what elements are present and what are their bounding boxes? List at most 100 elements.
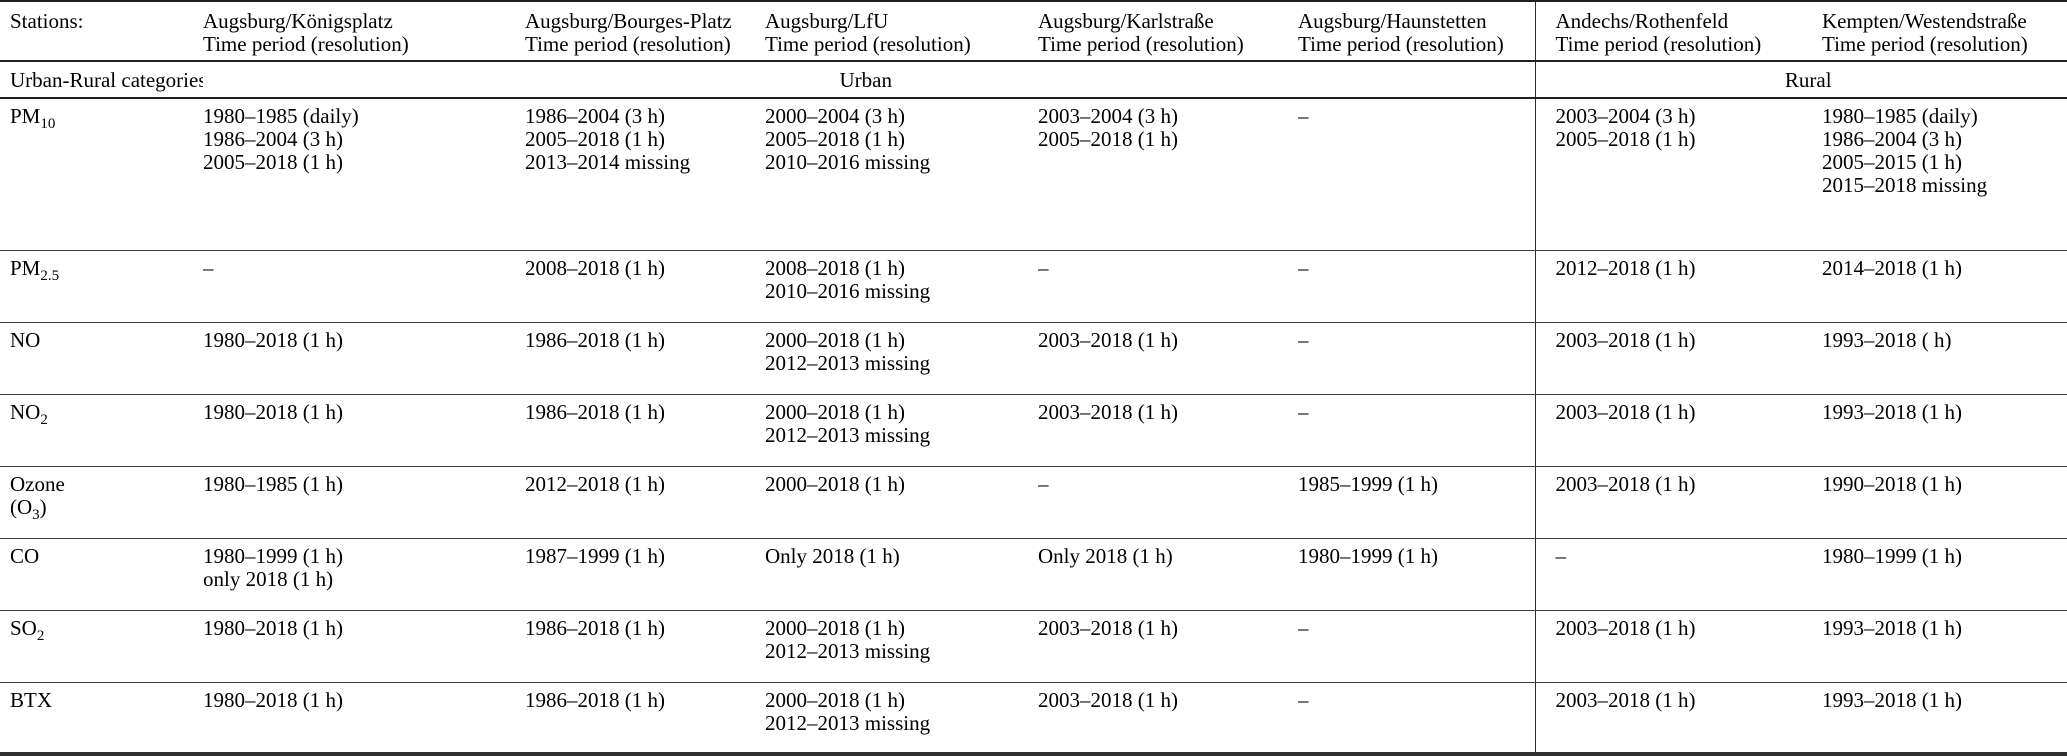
table-row-co: CO 1980–1999 (1 h) only 2018 (1 h) 1987–199… [0,538,2067,611]
station-name: Kempten/Westendstraße [1822,9,2027,33]
pollutant-label-no2: NO2 [0,394,203,467]
column-header-bourges-platz: Augsburg/Bourges-Platz Time period (reso… [525,1,765,62]
time-period-entry: 1993–2018 (1 h) [1822,615,1962,640]
time-period-entry: 2003–2018 (1 h) [1038,327,1178,352]
category-row: Urban-Rural categories: Urban Rural [0,61,2067,99]
stations-label: Stations: [0,1,203,62]
table-row-so2: SO2 1980–2018 (1 h) 1986–2018 (1 h) 2000–20… [0,610,2067,683]
cell-co-col6: – [1534,538,1802,611]
time-period-entry: 2000–2004 (3 h) [765,104,905,128]
cell-so2-col6: 2003–2018 (1 h) [1534,610,1802,683]
cell-no-col4: 2003–2018 (1 h) [1038,322,1298,395]
cell-no-col7: 1993–2018 ( h) [1802,322,2067,395]
cell-so2-col5: – [1298,610,1535,683]
cell-btx-col2: 1986–2018 (1 h) [525,682,765,754]
pollutant-label-so2: SO2 [0,610,203,683]
cell-no-col1: 1980–2018 (1 h) [203,322,525,395]
time-period-entry: 1986–2004 (3 h) [203,127,343,151]
time-period-entry: 2005–2015 (1 h) [1822,150,1962,174]
time-period-entry: – [1298,399,1309,424]
cell-pm10-col2: 1986–2004 (3 h) 2005–2018 (1 h) 2013–2014 … [525,98,765,251]
cell-no2-col2: 1986–2018 (1 h) [525,394,765,467]
time-period-entry: 2003–2018 (1 h) [1555,471,1696,496]
rural-category-cell: Rural [1534,61,2067,99]
time-period-entry: Only 2018 (1 h) [765,543,900,568]
cell-co-col7: 1980–1999 (1 h) [1802,538,2067,611]
time-period-entry: 1986–2018 (1 h) [525,327,665,352]
time-period-entry: 1986–2004 (3 h) [1822,127,1962,151]
cell-pm10-col3: 2000–2004 (3 h) 2005–2018 (1 h) 2010–2016 … [765,98,1038,251]
time-period-entry: 2000–2018 (1 h) [765,687,905,712]
time-period-entry: 1980–1985 (1 h) [203,471,343,496]
station-subtitle: Time period (resolution) [1822,32,2028,56]
cell-pm25-col5: – [1298,250,1535,323]
column-header-rothenfeld: Andechs/Rothenfeld Time period (resoluti… [1534,1,1802,62]
time-period-entry: 2003–2004 (3 h) [1555,104,1696,128]
time-period-entry: 2013–2014 missing [525,150,691,174]
cell-no2-col4: 2003–2018 (1 h) [1038,394,1298,467]
station-name: Augsburg/LfU [765,9,889,33]
cell-pm10-col6: 2003–2004 (3 h) 2005–2018 (1 h) [1534,98,1802,251]
time-period-entry: only 2018 (1 h) [203,566,334,591]
cell-co-col5: 1980–1999 (1 h) [1298,538,1535,611]
cell-pm10-col5: – [1298,98,1535,251]
time-period-entry: – [1038,471,1049,496]
pollutant-label-pm25: PM2.5 [0,250,203,323]
cell-ozone-col6: 2003–2018 (1 h) [1534,466,1802,539]
column-header-lfu: Augsburg/LfU Time period (resolution) [765,1,1038,62]
time-period-entry: 2000–2018 (1 h) [765,471,905,496]
time-period-entry: 1980–1985 (daily) [203,104,359,128]
cell-no-col5: – [1298,322,1535,395]
station-name: Augsburg/Königsplatz [203,9,393,33]
column-header-haunstetten: Augsburg/Haunstetten Time period (resolu… [1298,1,1535,62]
cell-no-col3: 2000–2018 (1 h) 2012–2013 missing [765,322,1038,395]
time-period-entry: – [1298,615,1309,640]
time-period-entry: 2005–2018 (1 h) [525,127,665,151]
pollutant-label-no: NO [0,322,203,395]
cell-so2-col1: 1980–2018 (1 h) [203,610,525,683]
cell-btx-col3: 2000–2018 (1 h) 2012–2013 missing [765,682,1038,754]
header-row: Stations: Augsburg/Königsplatz Time peri… [0,1,2067,62]
cell-co-col4: Only 2018 (1 h) [1038,538,1298,611]
pollutant-label-btx: BTX [10,687,52,712]
cell-pm25-col7: 2014–2018 (1 h) [1802,250,2067,323]
pollutant-label-ozone: Ozone (O3) [0,466,203,539]
time-period-entry: 1993–2018 (1 h) [1822,399,1962,424]
cell-no2-col5: – [1298,394,1535,467]
time-period-entry: 2008–2018 (1 h) [765,255,905,280]
time-period-entry: 2003–2018 (1 h) [1038,615,1178,640]
cell-so2-col7: 1993–2018 (1 h) [1802,610,2067,683]
time-period-entry: – [1298,104,1309,128]
table-row-ozone: Ozone (O3) 1980–1985 (1 h) 2012–2018 (1 h) 2… [0,466,2067,539]
time-period-entry: 1990–2018 (1 h) [1822,471,1962,496]
cell-no-col6: 2003–2018 (1 h) [1534,322,1802,395]
station-name: Andechs/Rothenfeld [1555,9,1729,33]
time-period-entry: 1993–2018 ( h) [1822,327,1952,352]
cell-no2-col1: 1980–2018 (1 h) [203,394,525,467]
cell-ozone-col3: 2000–2018 (1 h) [765,466,1038,539]
table-row-pm10: PM10 1980–1985 (daily) 1986–2004 (3 h) 2005… [0,98,2067,251]
urban-category-cell: Urban [203,61,1535,99]
cell-btx-col5: – [1298,682,1535,754]
time-period-entry: 1980–1999 (1 h) [1298,543,1438,568]
time-period-entry: 2008–2018 (1 h) [525,255,665,280]
time-period-entry: – [1298,687,1309,712]
cell-pm25-col4: – [1038,250,1298,323]
time-period-entry: 1986–2018 (1 h) [525,399,665,424]
table-body: PM10 1980–1985 (daily) 1986–2004 (3 h) 2005… [0,98,2067,754]
column-header-karlstrasse: Augsburg/Karlstraße Time period (resolut… [1038,1,1298,62]
time-period-entry: 1986–2018 (1 h) [525,615,665,640]
time-period-entry: 1980–2018 (1 h) [203,687,343,712]
cell-pm25-col3: 2008–2018 (1 h) 2010–2016 missing [765,250,1038,323]
station-subtitle: Time period (resolution) [1298,32,1504,56]
cell-pm25-col6: 2012–2018 (1 h) [1534,250,1802,323]
table-row-btx: BTX 1980–2018 (1 h) 1986–2018 (1 h) 2000–20… [0,682,2067,754]
cell-ozone-col4: – [1038,466,1298,539]
time-period-entry: 1980–1985 (daily) [1822,104,1978,128]
time-period-entry: 2003–2004 (3 h) [1038,104,1178,128]
time-period-entry: 1980–1999 (1 h) [203,543,343,568]
table-row-no2: NO2 1980–2018 (1 h) 1986–2018 (1 h) 2000–20… [0,394,2067,467]
cell-pm10-col7: 1980–1985 (daily) 1986–2004 (3 h) 2005–201… [1802,98,2067,251]
time-period-entry: 1980–2018 (1 h) [203,399,343,424]
